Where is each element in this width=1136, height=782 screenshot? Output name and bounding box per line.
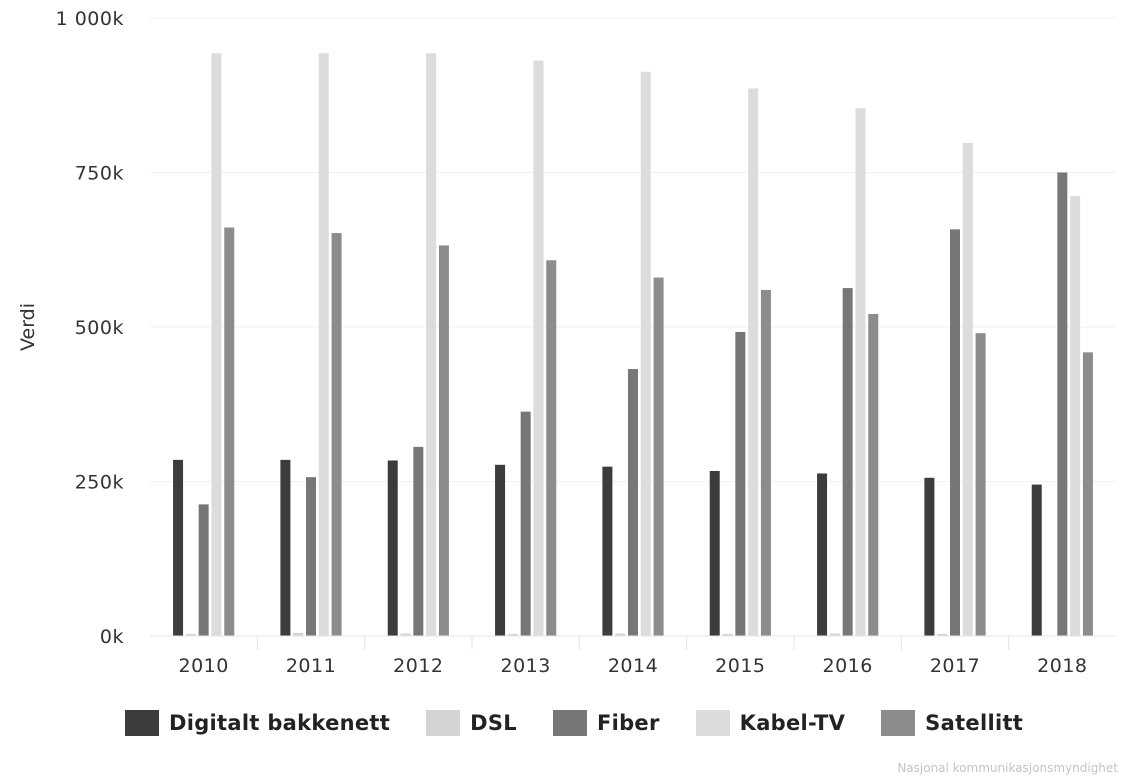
bar-digitalt-bakkenett-2018[interactable] (1031, 484, 1042, 636)
legend-swatch (552, 710, 587, 736)
legend-label: Digitalt bakkenett (169, 711, 391, 735)
y-tick-label: 750k (75, 163, 124, 185)
bar-kabel-tv-2012[interactable] (426, 53, 437, 636)
legend-swatch (695, 710, 730, 736)
bar-dsl-2017[interactable] (937, 634, 948, 636)
legend-label: Fiber (596, 711, 660, 735)
y-axis: 0k 250k 500k 750k 1 000k (56, 8, 124, 648)
bar-kabel-tv-2013[interactable] (533, 60, 544, 637)
legend-swatch (881, 710, 916, 736)
legend-item-dsl[interactable]: DSL (426, 710, 517, 736)
legend-swatch (426, 710, 461, 736)
x-tick-label: 2017 (930, 655, 980, 677)
bar-fiber-2011[interactable] (306, 477, 316, 636)
bar-satellitt-2018[interactable] (1082, 352, 1093, 636)
legend-item-fiber[interactable]: Fiber (552, 710, 660, 736)
bar-digitalt-bakkenett-2016[interactable] (817, 473, 828, 636)
y-tick-label: 0k (100, 626, 124, 648)
bar-satellitt-2016[interactable] (868, 314, 879, 636)
bar-fiber-2015[interactable] (735, 331, 746, 636)
y-axis-label: Verdi (17, 303, 39, 351)
bar-dsl-2014[interactable] (615, 633, 626, 636)
bar-kabel-tv-2010[interactable] (211, 53, 222, 636)
legend-item-satellitt[interactable]: Satellitt (881, 710, 1023, 736)
bar-dsl-2016[interactable] (829, 633, 840, 636)
bar-digitalt-bakkenett-2017[interactable] (924, 477, 935, 636)
bar-fiber-2012[interactable] (413, 446, 424, 636)
legend-label: Kabel-TV (739, 711, 846, 735)
x-tick-label: 2013 (500, 655, 550, 677)
credit-text: Nasjonal kommunikasjonsmyndighet (897, 761, 1118, 775)
bar-digitalt-bakkenett-2012[interactable] (387, 460, 398, 636)
bar-series (173, 53, 1093, 637)
legend: Digitalt bakkenett DSL Fiber Kabel-TV Sa… (125, 710, 1059, 736)
legend-item-kabel-tv[interactable]: Kabel-TV (695, 710, 846, 736)
x-tick-label: 2016 (822, 655, 872, 677)
bar-fiber-2013[interactable] (520, 411, 531, 636)
x-tick-label: 2012 (393, 655, 443, 677)
y-tick-label: 1 000k (56, 8, 124, 30)
bar-digitalt-bakkenett-2010[interactable] (173, 459, 184, 636)
bar-digitalt-bakkenett-2011[interactable] (280, 459, 291, 636)
bar-kabel-tv-2015[interactable] (748, 88, 759, 636)
bar-digitalt-bakkenett-2013[interactable] (495, 464, 506, 636)
bar-fiber-2014[interactable] (628, 369, 638, 636)
x-axis: 2010 2011 2012 2013 2014 2015 2016 2017 2018 (178, 636, 1087, 677)
bar-kabel-tv-2014[interactable] (640, 71, 651, 637)
bar-fiber-2016[interactable] (842, 288, 853, 636)
bar-fiber-2010[interactable] (198, 504, 209, 636)
bar-kabel-tv-2016[interactable] (855, 108, 866, 636)
x-tick-label: 2011 (286, 655, 336, 677)
bar-satellitt-2010[interactable] (224, 227, 235, 636)
legend-item-digitalt-bakkenett[interactable]: Digitalt bakkenett (125, 710, 390, 736)
legend-swatch (125, 710, 159, 736)
bar-dsl-2013[interactable] (507, 634, 518, 636)
legend-label: Satellitt (925, 711, 1024, 735)
bar-satellitt-2013[interactable] (546, 260, 557, 636)
bar-satellitt-2014[interactable] (653, 277, 664, 636)
y-tick-label: 500k (75, 317, 124, 339)
y-tick-label: 250k (75, 472, 124, 494)
legend-label: DSL (470, 711, 517, 735)
x-tick-label: 2010 (178, 655, 228, 677)
bar-dsl-2010[interactable] (185, 634, 196, 636)
bar-dsl-2015[interactable] (722, 634, 733, 636)
bar-satellitt-2011[interactable] (331, 233, 342, 636)
bar-fiber-2017[interactable] (950, 229, 960, 636)
bar-kabel-tv-2011[interactable] (318, 53, 329, 636)
bar-kabel-tv-2018[interactable] (1070, 195, 1081, 636)
bar-digitalt-bakkenett-2014[interactable] (602, 466, 613, 636)
bar-digitalt-bakkenett-2015[interactable] (709, 470, 720, 636)
bar-satellitt-2015[interactable] (760, 289, 771, 636)
bar-fiber-2018[interactable] (1057, 172, 1068, 637)
bar-dsl-2011[interactable] (293, 632, 304, 636)
x-tick-label: 2018 (1037, 655, 1087, 677)
bar-dsl-2012[interactable] (400, 633, 411, 636)
bar-satellitt-2017[interactable] (975, 333, 986, 636)
bar-satellitt-2012[interactable] (438, 245, 449, 636)
x-tick-label: 2015 (715, 655, 765, 677)
x-tick-label: 2014 (608, 655, 658, 677)
bar-kabel-tv-2017[interactable] (962, 142, 973, 636)
